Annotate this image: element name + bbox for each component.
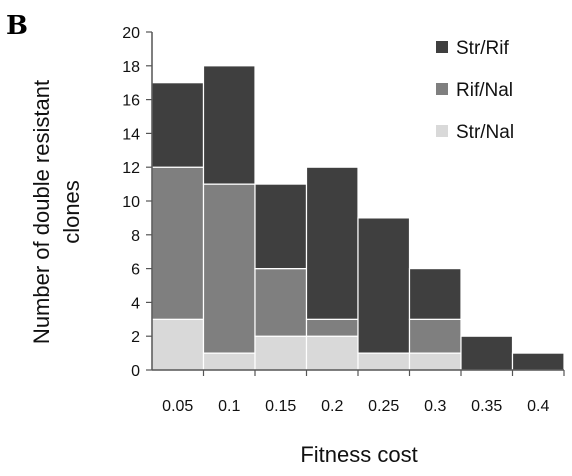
y-tick-label-14: 14 <box>122 126 140 143</box>
bar-str-rif-0.3 <box>408 268 462 320</box>
x-tick-label-0.05: 0.05 <box>162 398 193 415</box>
bar-str-rif-0.15 <box>254 183 308 270</box>
x-tick-label-0.2: 0.2 <box>321 398 343 415</box>
legend: Str/Rif Rif/Nal Str/Nal <box>436 38 514 143</box>
y-tick-label-8: 8 <box>131 228 140 245</box>
y-tick-label-2: 2 <box>131 329 140 346</box>
bar-str-nal-0.25 <box>357 352 411 371</box>
y-tick-label-16: 16 <box>122 93 140 110</box>
x-tick-label-0.25: 0.25 <box>368 398 399 415</box>
x-axis-title: Fitness cost <box>300 442 417 467</box>
y-axis-title-line-1: Number of double resistant <box>29 80 54 344</box>
bar-str-rif-0.05 <box>151 82 205 168</box>
legend-swatch-str-rif <box>436 41 448 53</box>
y-tick-label-12: 12 <box>122 160 140 177</box>
x-tick-label-0.35: 0.35 <box>471 398 502 415</box>
y-tick-label-4: 4 <box>131 295 140 312</box>
y-tick-label-0: 0 <box>131 363 140 380</box>
bars-group <box>151 65 565 371</box>
bar-str-nal-0.1 <box>202 352 256 371</box>
x-tick-label-0.15: 0.15 <box>265 398 296 415</box>
bar-rif-nal-0.15 <box>254 268 308 337</box>
bar-rif-nal-0.2 <box>305 318 359 337</box>
legend-label-str-nal: Str/Nal <box>456 122 514 143</box>
bar-str-nal-0.3 <box>408 352 462 371</box>
x-tick-label-0.1: 0.1 <box>218 398 240 415</box>
legend-label-rif-nal: Rif/Nal <box>456 80 513 101</box>
legend-label-str-rif: Str/Rif <box>456 38 510 59</box>
y-tick-label-20: 20 <box>122 25 140 42</box>
bar-str-nal-0.2 <box>305 335 359 371</box>
y-tick-label-6: 6 <box>131 262 140 279</box>
bar-str-nal-0.15 <box>254 335 308 371</box>
bar-rif-nal-0.3 <box>408 318 462 354</box>
bar-rif-nal-0.05 <box>151 166 205 320</box>
bar-str-rif-0.1 <box>202 65 256 185</box>
legend-swatch-str-nal <box>436 125 448 137</box>
x-tick-label-0.3: 0.3 <box>424 398 446 415</box>
axes-group: 0 2 4 6 8 10 12 14 16 18 20 0.05 0.1 0.15 0.2 0.25 0.3 0.… <box>122 25 565 415</box>
y-axis-title-line-2: clones <box>59 180 84 244</box>
bar-str-nal-0.05 <box>151 318 205 371</box>
bar-str-rif-0.25 <box>357 217 411 354</box>
legend-swatch-rif-nal <box>436 83 448 95</box>
y-tick-label-18: 18 <box>122 59 140 76</box>
y-tick-label-10: 10 <box>122 194 140 211</box>
bar-str-rif-0.4 <box>511 352 565 371</box>
x-tick-label-0.4: 0.4 <box>527 398 549 415</box>
bar-str-rif-0.35 <box>460 335 514 371</box>
bar-rif-nal-0.1 <box>202 183 256 354</box>
panel-label: B <box>6 11 28 41</box>
bar-str-rif-0.2 <box>305 166 359 320</box>
